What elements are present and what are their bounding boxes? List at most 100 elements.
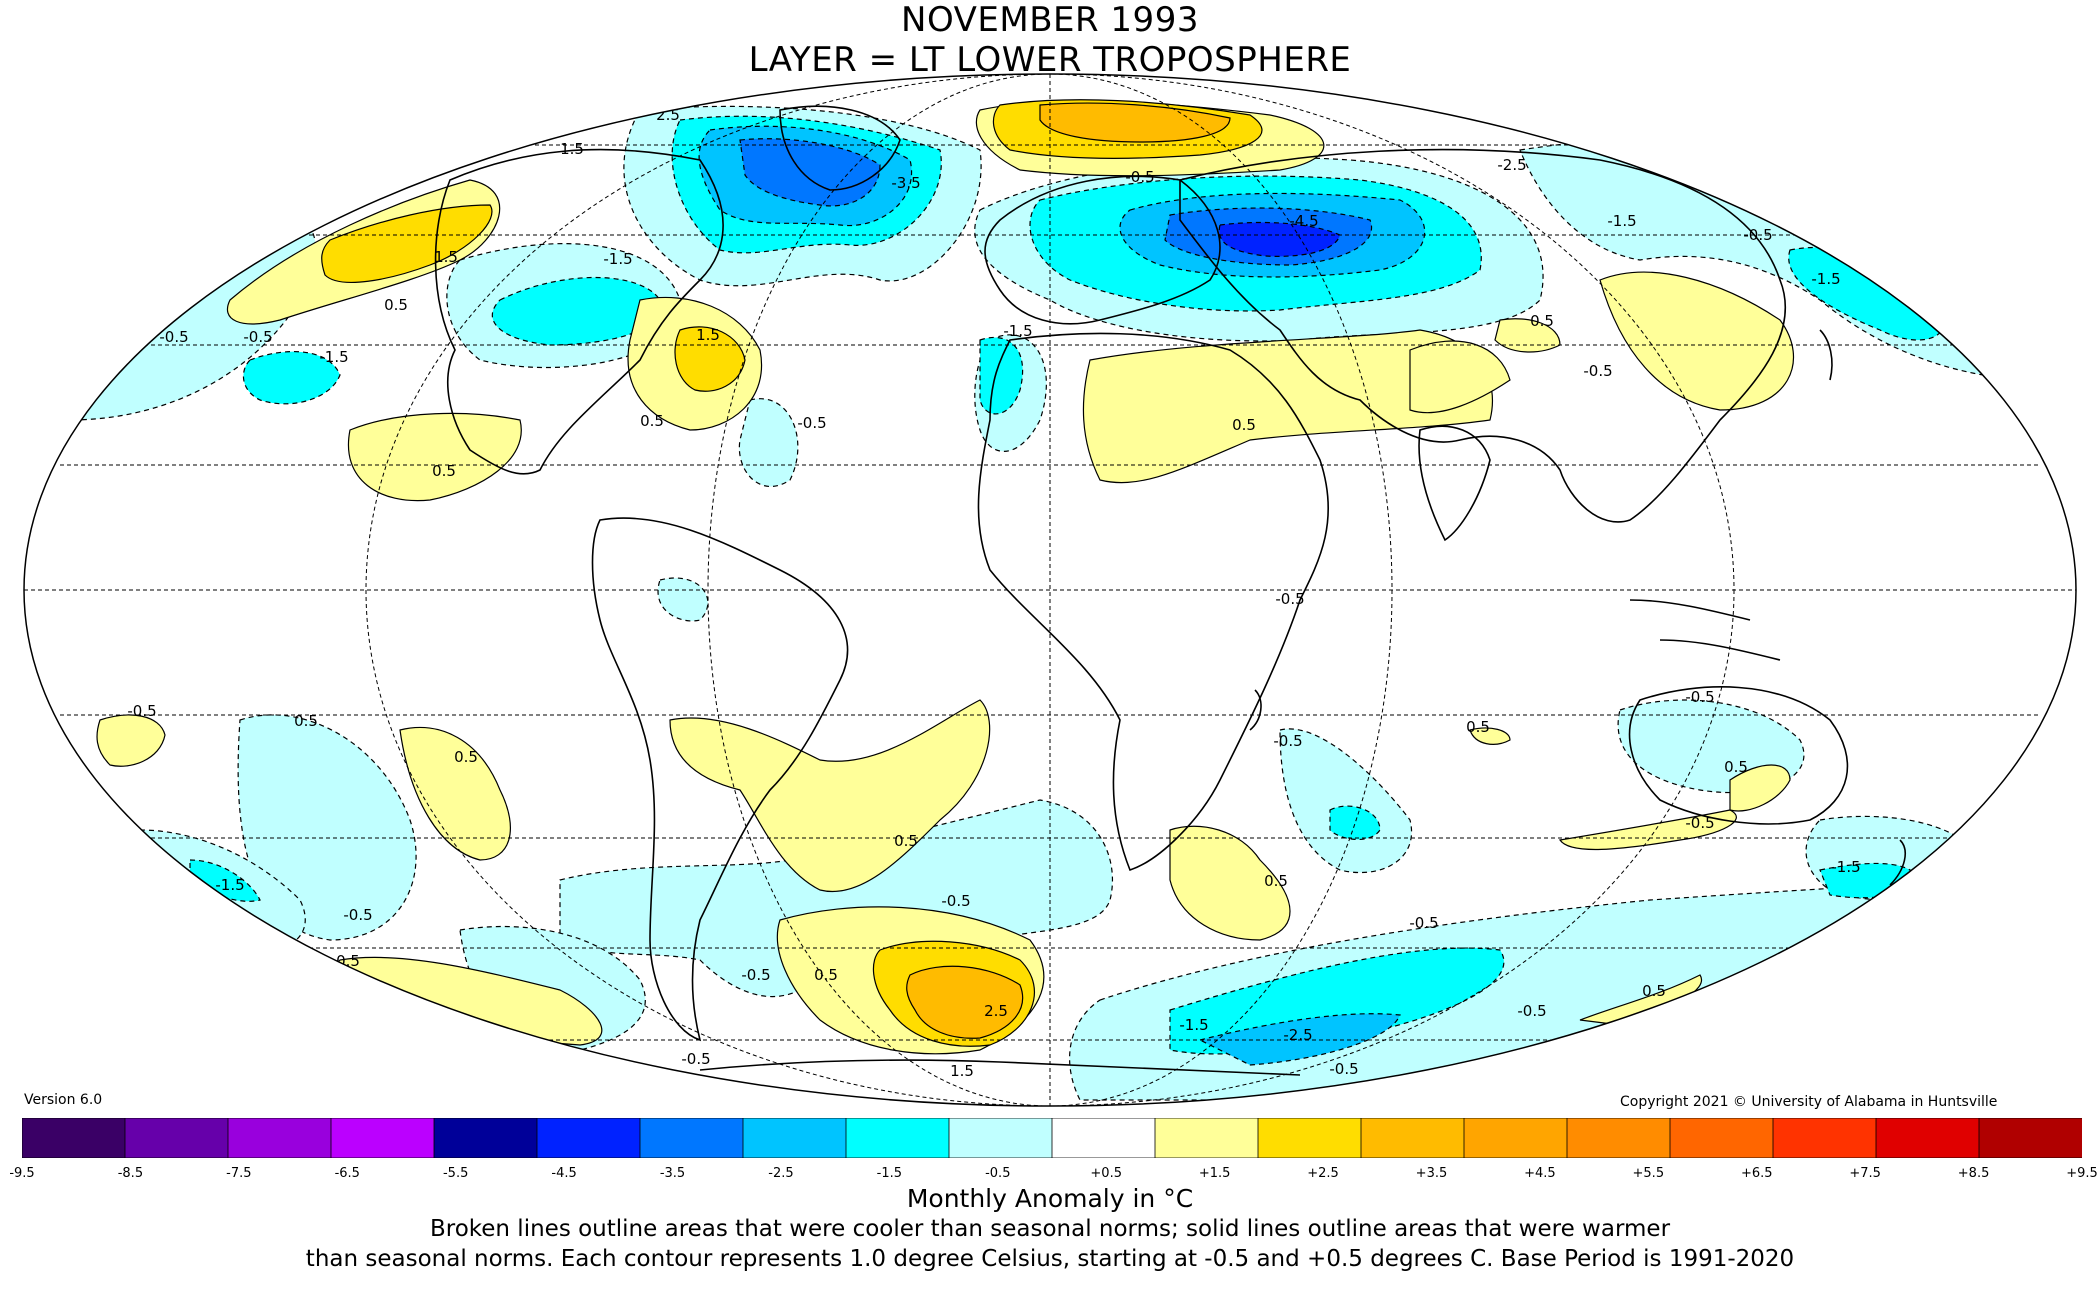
colorbar-tick-label: -7.5 [226,1166,252,1181]
contour-label: -1.5 [603,250,632,268]
colorbar-swatch [433,1118,538,1158]
colorbar-swatch [845,1118,950,1158]
contour-label: -0.5 [681,1050,710,1068]
contour-label: -0.5 [1743,226,1772,244]
contour-label: 2.5 [984,1002,1008,1020]
contour-label: 0.5 [814,966,838,984]
colorbar-tick-label: -8.5 [117,1166,144,1181]
contour-label: 0.5 [336,952,360,970]
colorbar-tick-label: +5.5 [1632,1166,1665,1181]
contour-label: 0.5 [1642,982,1666,1000]
colorbar-tick-label: -6.5 [334,1166,360,1181]
anomaly-map: 2.5 1.5 1.5 0.5 -0.5 -0.5 -1.5 -1.5 1.5 … [23,73,2077,1107]
contour-label: -0.5 [243,328,272,346]
contour-label: 0.5 [294,712,318,730]
version-label: Version 6.0 [24,1092,103,1108]
contour-label: 1.5 [696,326,720,344]
contour-label: -0.5 [1329,1060,1358,1078]
contour-label: -1.5 [319,348,348,366]
contour-label: -1.5 [1831,858,1860,876]
copyright-label: Copyright 2021 © University of Alabama i… [1620,1094,1998,1110]
colorbar [22,1118,2082,1158]
colorbar-swatch [1772,1118,1877,1158]
contour-label: -2.5 [1283,1026,1312,1044]
colorbar-tick-label: -4.5 [551,1166,577,1181]
contour-label: 0.5 [1466,718,1490,736]
colorbar-swatch [1360,1118,1465,1158]
contour-label: -4.5 [1289,212,1318,230]
colorbar-tick-label: +1.5 [1198,1166,1231,1181]
colorbar-swatch [1463,1118,1568,1158]
colorbar-tick-label: -0.5 [985,1166,1011,1181]
colorbar-tick-label: -9.5 [9,1166,35,1181]
colorbar-swatch [536,1118,641,1158]
colorbar-swatch [1566,1118,1671,1158]
colorbar-tick-label: -1.5 [876,1166,903,1181]
contour-label: -0.5 [1685,688,1714,706]
contour-label: 0.5 [1264,872,1288,890]
colorbar-swatch [330,1118,435,1158]
colorbar-tick-label: +6.5 [1740,1166,1773,1181]
contour-label: 1.5 [434,248,458,266]
colorbar-swatch [227,1118,332,1158]
contour-label: 0.5 [1232,416,1256,434]
contour-label: -0.5 [127,702,156,720]
colorbar-swatch [1154,1118,1259,1158]
contour-label: -1.5 [1003,322,1032,340]
contour-label: -0.5 [797,414,826,432]
contour-label: -1.5 [1179,1016,1208,1034]
contour-label: 0.5 [894,832,918,850]
contour-label: -0.5 [1125,168,1154,186]
colorbar-tick-label: -2.5 [768,1166,794,1181]
colorbar-tick-label: +2.5 [1307,1166,1339,1181]
colorbar-swatch [1978,1118,2082,1158]
contour-label: -0.5 [1685,814,1714,832]
contour-label: -1.5 [1607,212,1636,230]
contour-label: -0.5 [343,906,372,924]
colorbar-tick-label: +4.5 [1524,1166,1556,1181]
coastlines [434,105,1906,1076]
colorbar-swatch [1257,1118,1362,1158]
contour-label: 1.5 [950,1062,974,1080]
contour-label: -1.5 [215,876,244,894]
contour-label: -0.5 [1409,914,1438,932]
colorbar-tick-label: +9.5 [2066,1166,2098,1181]
colorbar-swatch [124,1118,229,1158]
contour-label: -0.5 [1273,732,1302,750]
contour-label: -0.5 [941,892,970,910]
colorbar-swatch [742,1118,847,1158]
colorbar-tick-label: +0.5 [1090,1166,1122,1181]
colorbar-unit-label: Monthly Anomaly in °C [906,1184,1194,1213]
legend-note-line-2: than seasonal norms. Each contour repres… [305,1246,1795,1272]
contour-label: 1.5 [560,140,584,158]
contour-label: -3.5 [891,174,920,192]
colorbar-tick-label: +8.5 [1957,1166,1990,1181]
contour-label: -0.5 [159,328,188,346]
contour-label: -0.5 [1275,590,1304,608]
contour-label: -2.5 [1497,156,1526,174]
contour-label: 0.5 [454,748,478,766]
colorbar-tick-label: -5.5 [442,1166,469,1181]
contour-label: -1.5 [1811,270,1840,288]
colorbar-swatch [948,1118,1053,1158]
colorbar-swatch [639,1118,744,1158]
contour-label: 0.5 [640,412,664,430]
map-title: NOVEMBER 1993 [901,0,1199,40]
colorbar-swatch [1875,1118,1980,1158]
colorbar-tick-label: -3.5 [659,1166,686,1181]
warm-anomaly-regions [96,100,1795,1055]
contour-label: 0.5 [1724,758,1748,776]
contour-label: 0.5 [1530,312,1554,330]
strong-warm-regions [321,99,1263,1047]
contour-label: 0.5 [384,296,408,314]
colorbar-tick-label: +7.5 [1849,1166,1881,1181]
contour-labels: 2.5 1.5 1.5 0.5 -0.5 -0.5 -1.5 -1.5 1.5 … [127,106,1860,1080]
contour-label: -0.5 [1583,362,1612,380]
colorbar-swatch [1051,1118,1156,1158]
colorbar-tick-label: +3.5 [1415,1166,1448,1181]
contour-label: 0.5 [432,462,456,480]
legend-note-line-1: Broken lines outline areas that were coo… [429,1216,1671,1242]
colorbar-swatch [1669,1118,1774,1158]
graticule [24,74,2076,1106]
colorbar-swatch [22,1118,126,1158]
